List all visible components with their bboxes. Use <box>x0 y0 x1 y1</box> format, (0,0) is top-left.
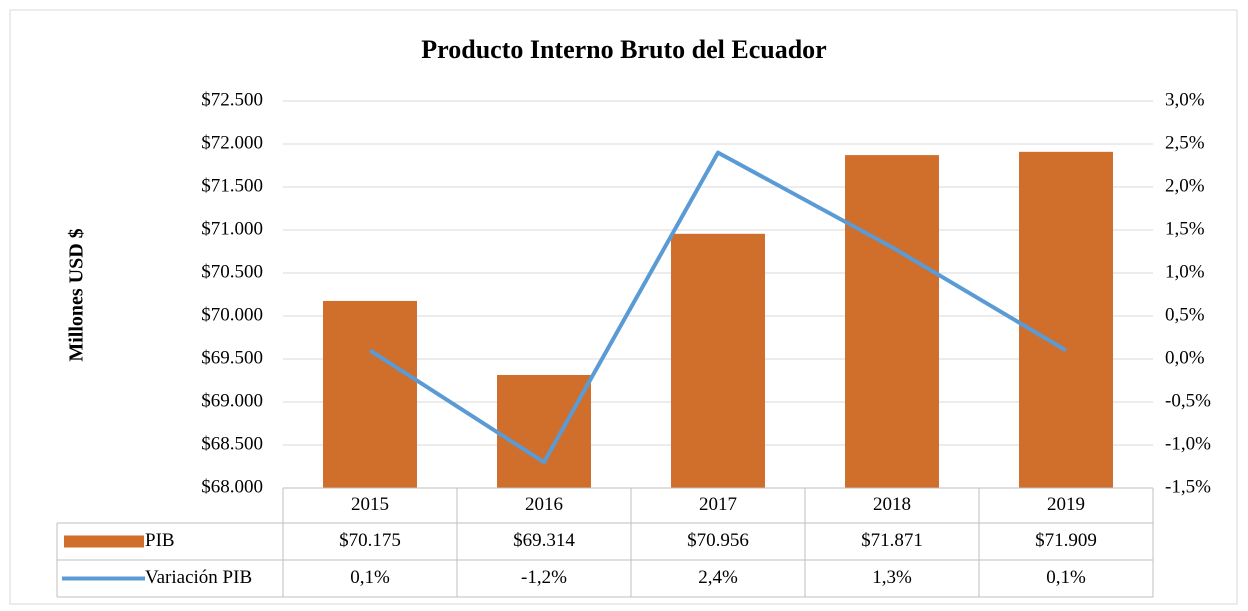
table-value: -1,2% <box>521 567 567 588</box>
y-axis-label: Millones USD $ <box>66 228 88 361</box>
y2-tick-label: 2,0% <box>1165 175 1205 196</box>
y-tick-label: $70.000 <box>201 304 263 325</box>
table-value: $70.175 <box>339 530 401 551</box>
table-value: 1,3% <box>872 567 912 588</box>
chart-title: Producto Interno Bruto del Ecuador <box>421 35 826 64</box>
bar <box>845 155 939 488</box>
y-tick-label: $68.500 <box>201 433 263 454</box>
x-tick-label: 2015 <box>351 494 389 515</box>
bar <box>1019 151 1113 489</box>
y-tick-label: $69.000 <box>201 390 263 411</box>
y2-tick-label: 0,0% <box>1165 347 1205 368</box>
legend-label: Variación PIB <box>145 567 252 588</box>
table-value: $70.956 <box>687 530 749 551</box>
y-tick-label: $71.000 <box>201 218 263 239</box>
y-tick-label: $72.500 <box>201 89 263 110</box>
y-tick-label: $68.000 <box>201 476 263 497</box>
y2-tick-label: 1,5% <box>1165 218 1205 239</box>
x-tick-label: 2016 <box>525 494 563 515</box>
y-tick-label: $69.500 <box>201 347 263 368</box>
y2-tick-label: -0,5% <box>1165 390 1211 411</box>
x-tick-label: 2019 <box>1047 494 1085 515</box>
bar <box>671 233 765 488</box>
y-tick-label: $72.000 <box>201 132 263 153</box>
y2-tick-label: 0,5% <box>1165 304 1205 325</box>
table-value: 0,1% <box>350 567 390 588</box>
x-tick-label: 2017 <box>699 494 737 515</box>
y2-tick-label: 3,0% <box>1165 89 1205 110</box>
bar <box>497 374 591 488</box>
y2-tick-label: 1,0% <box>1165 261 1205 282</box>
y2-tick-label: 2,5% <box>1165 132 1205 153</box>
legend-key <box>64 535 144 548</box>
table-value: $71.909 <box>1035 530 1097 551</box>
table-value: 0,1% <box>1046 567 1086 588</box>
table-value: 2,4% <box>698 567 738 588</box>
table-value: $69.314 <box>513 530 575 551</box>
x-tick-label: 2018 <box>873 494 911 515</box>
y-tick-label: $71.500 <box>201 175 263 196</box>
line <box>368 150 1068 465</box>
legend-label: PIB <box>145 530 175 551</box>
bar <box>323 300 417 488</box>
y2-tick-label: -1,5% <box>1165 476 1211 497</box>
y-tick-label: $70.500 <box>201 261 263 282</box>
table-value: $71.871 <box>861 530 923 551</box>
y2-tick-label: -1,0% <box>1165 433 1211 454</box>
